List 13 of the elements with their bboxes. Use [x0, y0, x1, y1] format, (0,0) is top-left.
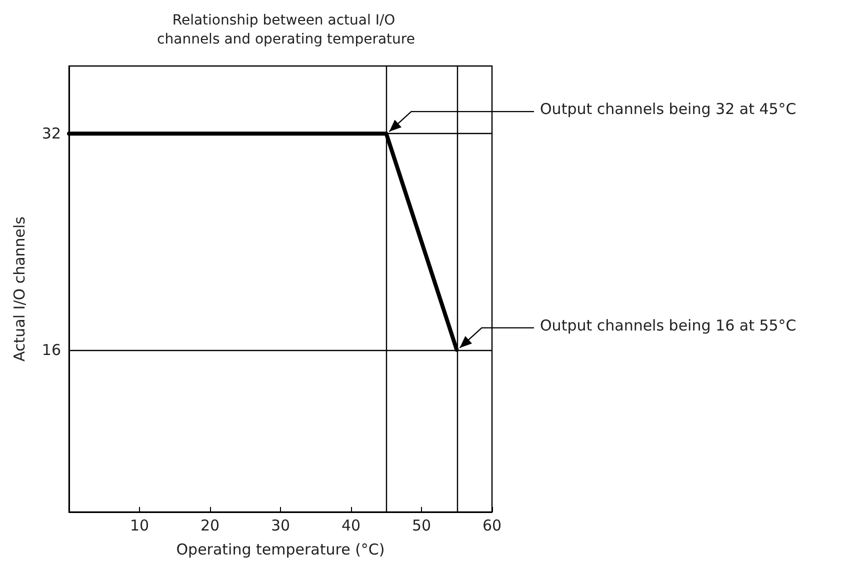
x-tick-label: 60 — [482, 516, 502, 534]
y-tick-label: 32 — [42, 124, 61, 143]
x-tick-label: 10 — [130, 516, 150, 534]
x-axis-title: Operating temperature (°C) — [176, 540, 385, 558]
x-tick-label: 30 — [270, 516, 290, 534]
chart-title: Relationship between actual I/O channels and operating temperature — [157, 12, 415, 48]
x-tick-label: 40 — [341, 516, 361, 534]
annotation: Output channels being 32 at 45°C — [540, 100, 796, 118]
x-tick-label: 50 — [412, 516, 432, 534]
x-tick-label: 20 — [200, 516, 220, 534]
y-tick-label: 16 — [42, 340, 61, 359]
annotation: Output channels being 16 at 55°C — [540, 316, 796, 334]
y-axis-title: Actual I/O channels — [10, 216, 28, 362]
